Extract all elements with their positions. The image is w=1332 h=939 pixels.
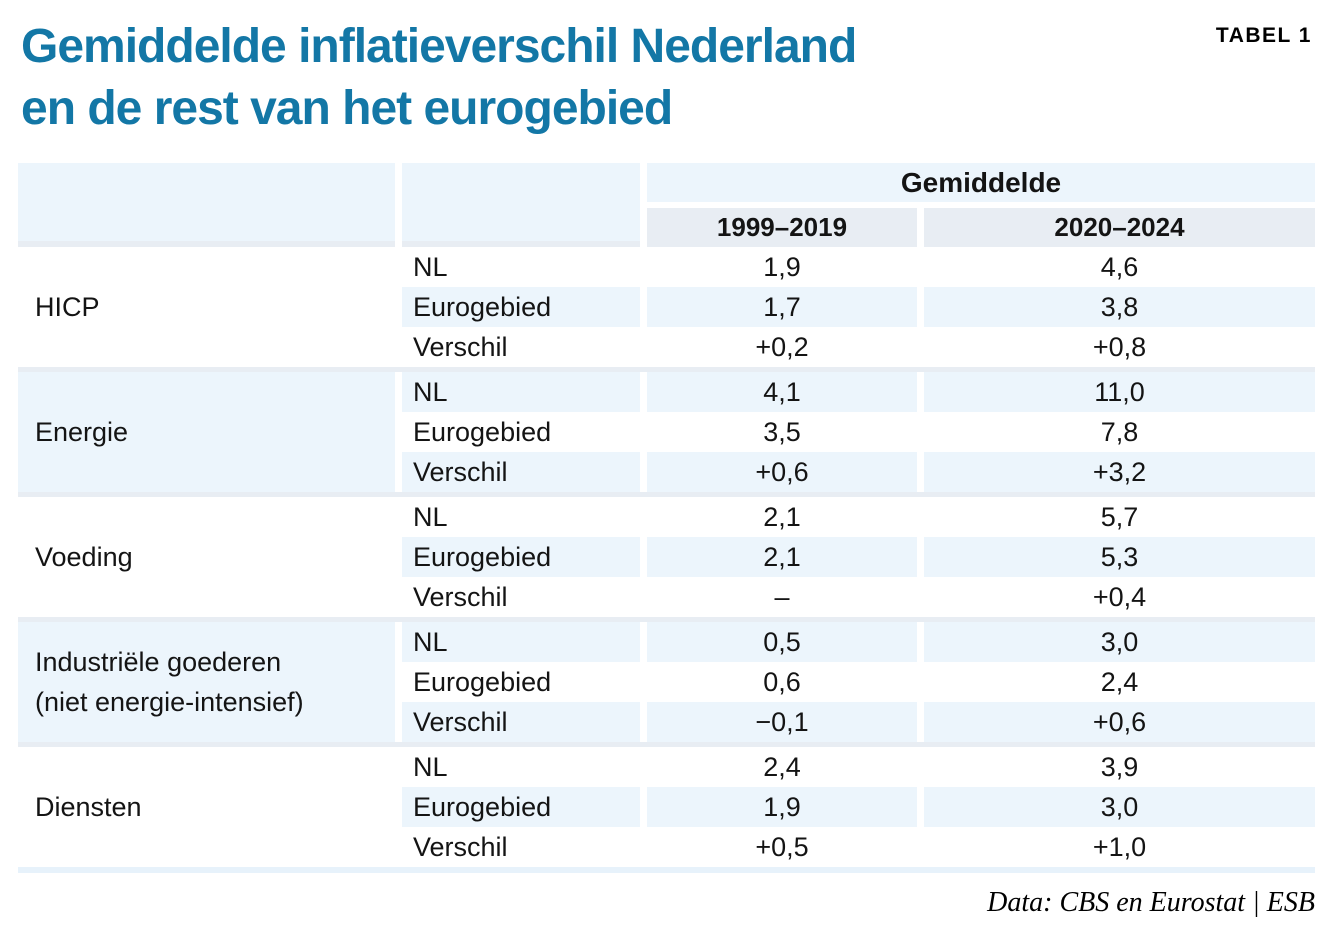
value-cell: +0,2	[755, 331, 809, 362]
value-cell: 4,1	[647, 372, 917, 412]
table-tag: TABEL 1	[1215, 24, 1312, 47]
value-cell: 3,0	[924, 622, 1315, 662]
value-cell: +3,2	[924, 452, 1315, 492]
value-cell: 1,9	[763, 251, 801, 282]
table-group-energie: Energie NL 4,1 11,0 Eurogebied 3,5 7,8 V…	[18, 372, 1315, 492]
category-cell: HICP	[35, 292, 100, 322]
row-label: NL	[413, 251, 448, 282]
row-label: NL	[413, 501, 448, 532]
row-label: Eurogebied	[402, 287, 640, 327]
value-cell: 1,9	[647, 787, 917, 827]
group-separator	[18, 742, 1315, 747]
value-cell: +0,5	[755, 831, 809, 862]
value-cell: 11,0	[924, 372, 1315, 412]
header-col-2020-2024: 2020–2024	[924, 208, 1315, 247]
header-corner-sublabel	[402, 163, 640, 247]
row-label: NL	[402, 372, 640, 412]
category-cell: Diensten	[35, 792, 142, 822]
value-cell: 5,7	[1100, 501, 1139, 532]
value-cell: 7,8	[1100, 416, 1139, 447]
value-cell: 2,4	[763, 751, 801, 782]
page-title: Gemiddelde inflatieverschil Nederland en …	[21, 16, 857, 140]
value-cell: 3,5	[763, 416, 801, 447]
page-title-line-2: en de rest van het eurogebied	[21, 82, 673, 135]
table-bottom-strip	[18, 867, 1315, 873]
page-title-line-1: Gemiddelde inflatieverschil Nederland	[21, 20, 857, 73]
group-separator	[18, 367, 1315, 372]
group-separator	[18, 617, 1315, 622]
header-corner-category	[18, 163, 395, 247]
row-label: NL	[413, 751, 448, 782]
row-label: Eurogebied	[413, 416, 552, 447]
value-cell: 5,3	[924, 537, 1315, 577]
row-label: NL	[402, 622, 640, 662]
row-label: Verschil	[413, 331, 508, 362]
value-cell: 3,8	[924, 287, 1315, 327]
category-cell: Energie	[18, 372, 395, 492]
value-cell: 3,0	[924, 787, 1315, 827]
row-label: Verschil	[402, 702, 640, 742]
table-header: Gemiddelde 1999–2019 2020–2024	[18, 163, 1315, 247]
row-label: Eurogebied	[413, 666, 552, 697]
value-cell: +0,8	[1092, 331, 1147, 362]
value-cell: 2,1	[763, 501, 801, 532]
value-cell: 0,5	[647, 622, 917, 662]
value-cell: 2,4	[1100, 666, 1139, 697]
value-cell: +0,6	[924, 702, 1315, 742]
row-label: Verschil	[413, 581, 508, 612]
value-cell: +0,6	[647, 452, 917, 492]
row-label: Eurogebied	[402, 787, 640, 827]
value-cell: 2,1	[647, 537, 917, 577]
category-cell: Industriële goederen (niet energie-inten…	[18, 622, 395, 742]
value-cell: 1,7	[647, 287, 917, 327]
value-cell: +0,4	[1092, 581, 1147, 612]
table-group-hicp: HICP NL 1,9 4,6 Eurogebied 1,7 3,8 Versc…	[18, 247, 1315, 367]
inflation-table: Gemiddelde 1999–2019 2020–2024 HICP NL 1…	[18, 163, 1315, 919]
value-cell: +1,0	[1092, 831, 1147, 862]
value-cell: −0,1	[647, 702, 917, 742]
header-group-gemiddelde: Gemiddelde	[647, 163, 1315, 202]
row-label: Eurogebied	[402, 537, 640, 577]
value-cell: 3,9	[1100, 751, 1139, 782]
value-cell: 4,6	[1100, 251, 1139, 282]
value-cell: 0,6	[763, 666, 801, 697]
header-col-1999-2019: 1999–2019	[647, 208, 917, 247]
category-cell: Voeding	[35, 542, 133, 572]
table-group-industriele-goederen: Industriële goederen (niet energie-inten…	[18, 622, 1315, 742]
row-label: Verschil	[413, 831, 508, 862]
table-group-voeding: Voeding NL 2,1 5,7 Eurogebied 2,1 5,3 Ve…	[18, 497, 1315, 617]
data-source: Data: CBS en Eurostat | ESB	[987, 887, 1315, 918]
row-label: Verschil	[402, 452, 640, 492]
table-group-diensten: Diensten NL 2,4 3,9 Eurogebied 1,9 3,0 V…	[18, 747, 1315, 867]
value-cell: –	[774, 581, 790, 612]
group-separator	[18, 492, 1315, 497]
